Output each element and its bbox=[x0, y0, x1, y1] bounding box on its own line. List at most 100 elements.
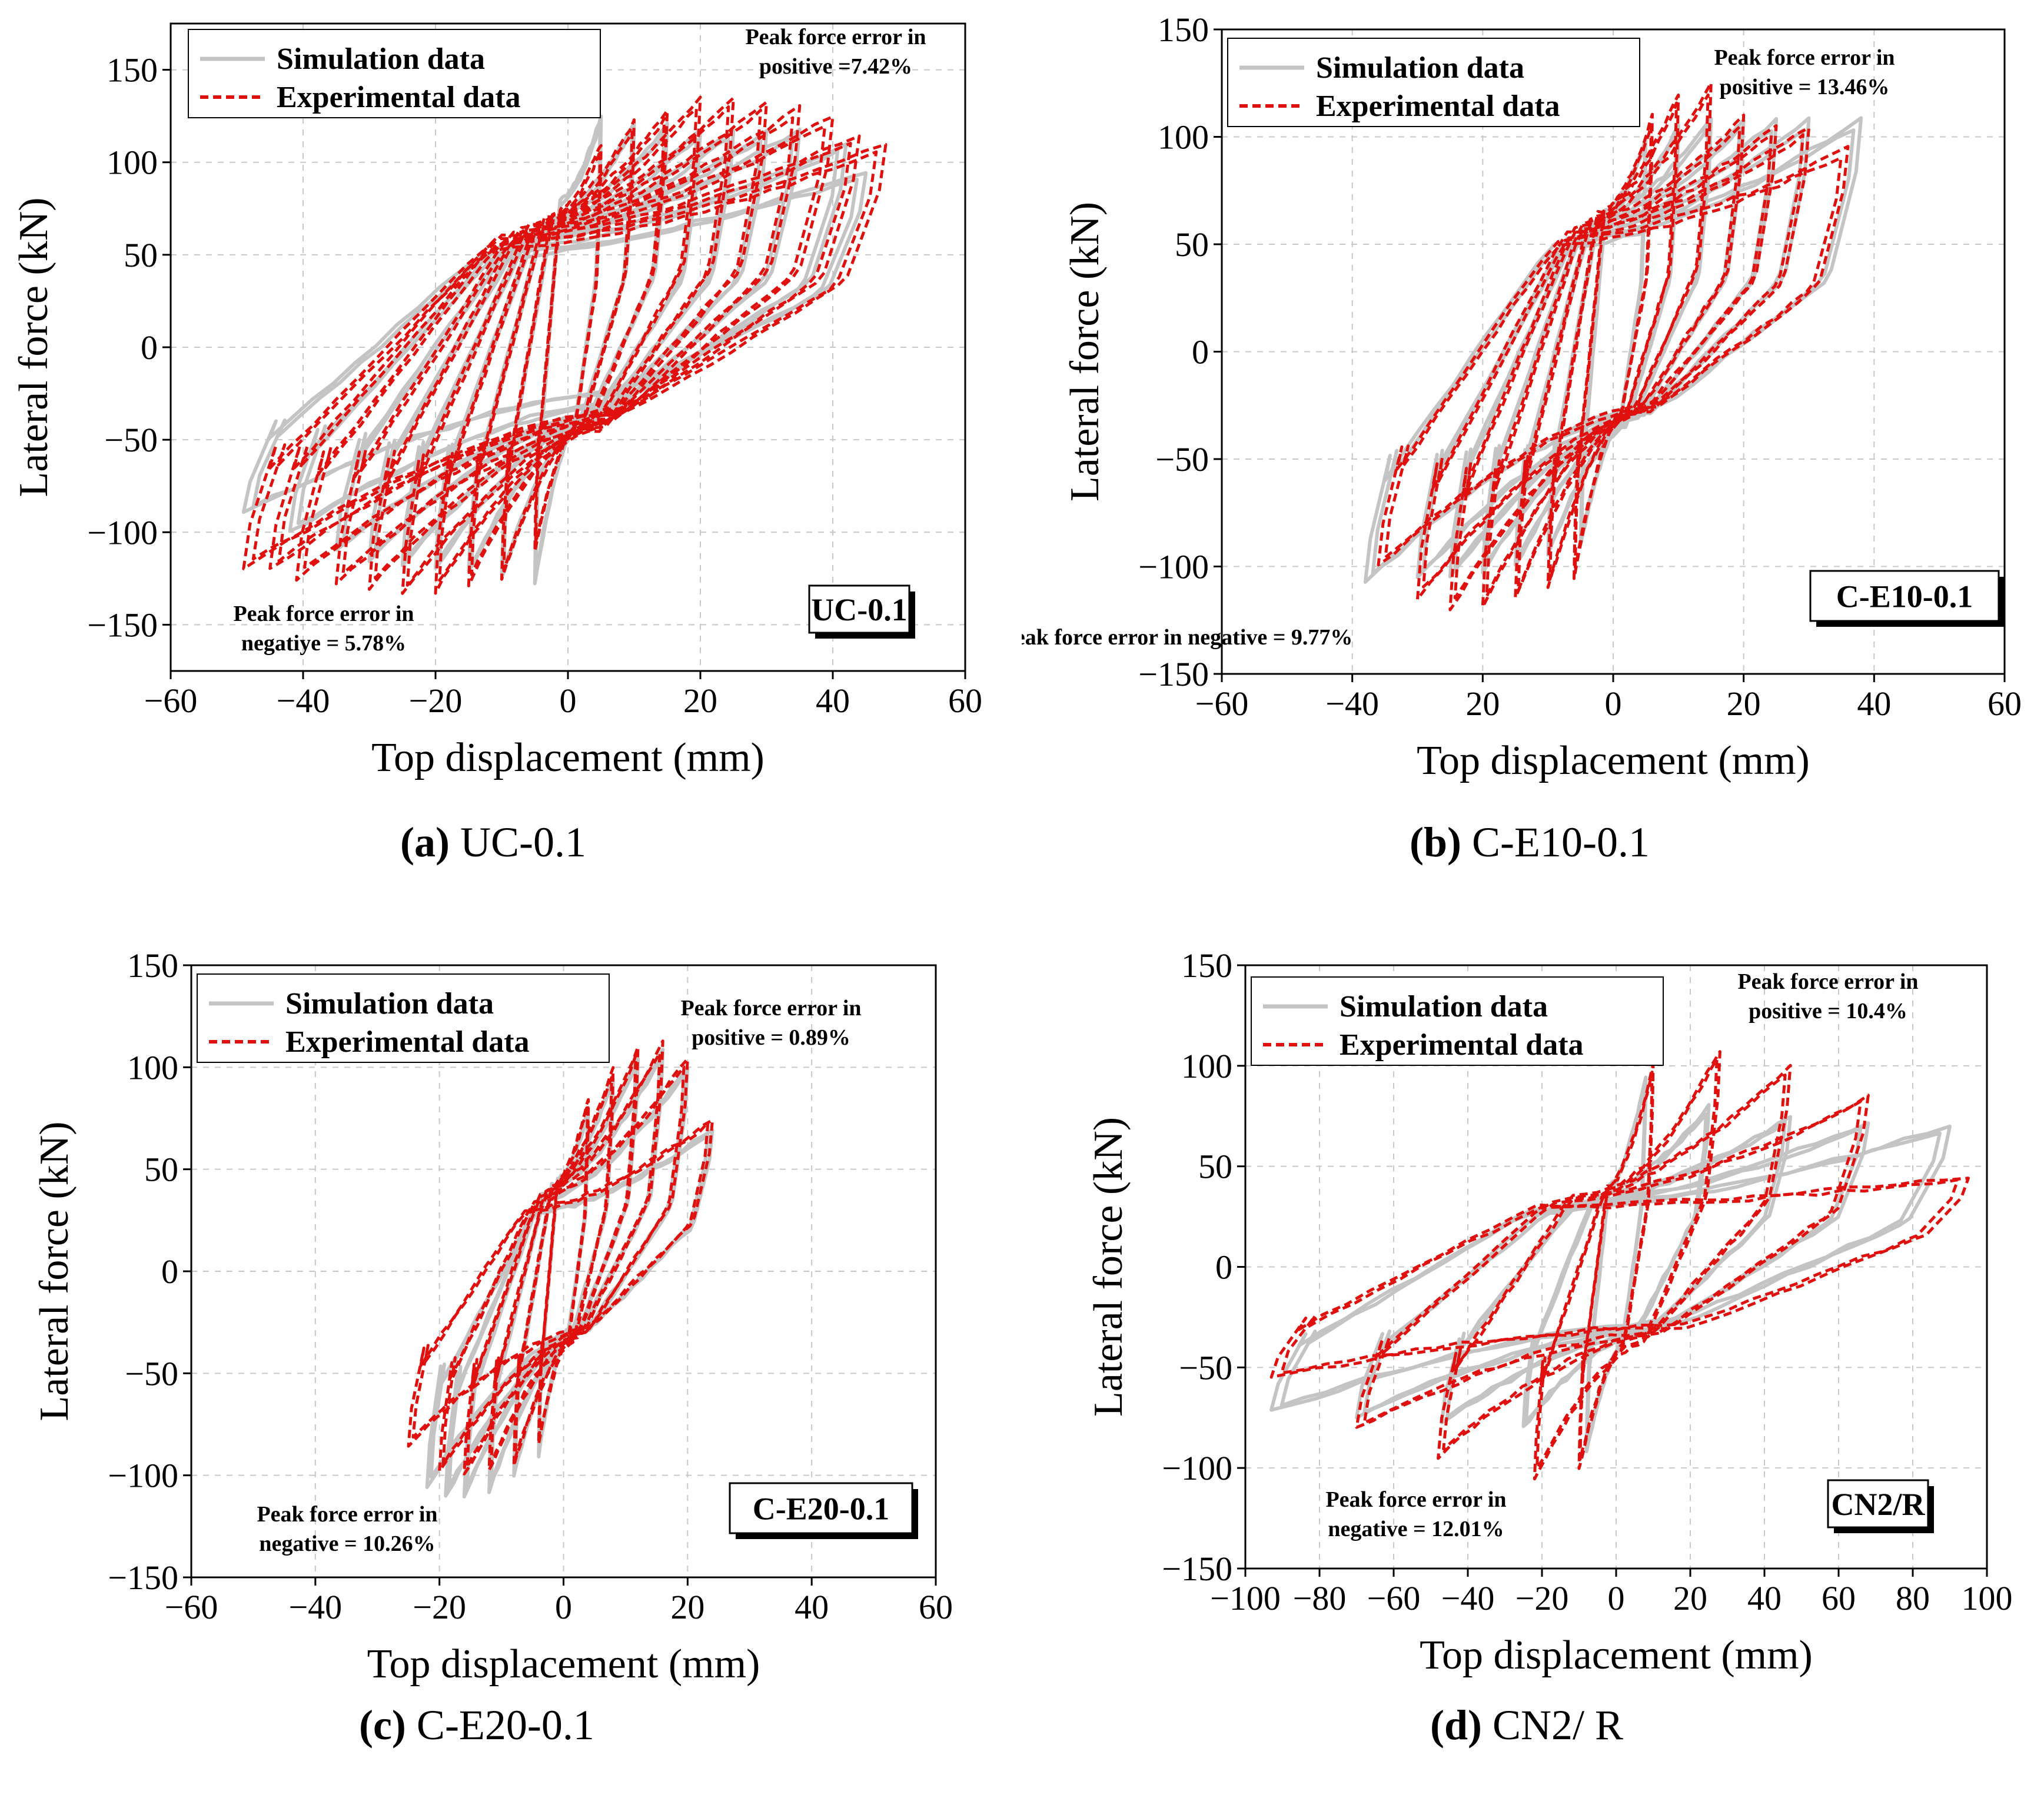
experimental-loop bbox=[1384, 156, 1843, 559]
experimental-loop bbox=[438, 107, 698, 582]
simulation-loop bbox=[1516, 125, 1710, 560]
y-tick-label: 100 bbox=[107, 144, 158, 182]
y-tick-label: 50 bbox=[1175, 225, 1209, 264]
legend-label-simulation: Simulation data bbox=[285, 987, 494, 1021]
y-tick-label: 100 bbox=[1158, 118, 1209, 157]
y-tick-label: 0 bbox=[141, 328, 158, 367]
caption-a-letter: (a) bbox=[400, 819, 450, 866]
experimental-loop bbox=[341, 116, 795, 575]
annotation-positive-line2: positive = 0.89% bbox=[692, 1025, 850, 1050]
annotation-positive-line2: positive = 13.46% bbox=[1720, 75, 1890, 99]
caption-b: (b) C-E10-0.1 bbox=[1410, 818, 1650, 867]
legend-label-simulation: Simulation data bbox=[277, 42, 485, 76]
experimental-loop bbox=[1546, 93, 1680, 589]
experimental-loop bbox=[334, 104, 802, 586]
experimental-series bbox=[1377, 81, 1850, 612]
caption-c: (c) C-E20-0.1 bbox=[359, 1701, 594, 1750]
experimental-loop bbox=[1481, 114, 1746, 609]
annotation-negative-line2: negatiye = 5.78% bbox=[241, 631, 406, 656]
experimental-series bbox=[1269, 1050, 1970, 1481]
experimental-loop bbox=[466, 1051, 662, 1469]
experimental-loop bbox=[1355, 1094, 1870, 1429]
x-tick-label: −60 bbox=[1195, 684, 1249, 723]
legend-label-experimental: Experimental data bbox=[1316, 89, 1560, 123]
annotation-positive-line2: positive =7.42% bbox=[759, 54, 912, 79]
caption-d-name: CN2/ R bbox=[1493, 1702, 1624, 1749]
annotation-positive-line1: Peak force error in bbox=[745, 25, 926, 49]
experimental-loop bbox=[374, 108, 762, 580]
caption-d-letter: (d) bbox=[1430, 1702, 1482, 1749]
chart-a-svg: −60 −40 −20 0 20 40 60 −150 −100 −50 0 50 100 150 Top … bbox=[11, 22, 982, 780]
caption-a: (a) UC-0.1 bbox=[400, 818, 586, 867]
x-axis-label: Top displacement (mm) bbox=[1420, 1633, 1813, 1678]
x-tick-label: 40 bbox=[795, 1588, 829, 1626]
experimental-loop bbox=[441, 1065, 686, 1467]
y-tick-label: −150 bbox=[1162, 1550, 1232, 1588]
y-tick-label: 50 bbox=[144, 1151, 178, 1189]
annotation-negative-line1: Peak force error in bbox=[257, 1502, 437, 1527]
x-tick-label: 20 bbox=[670, 1588, 704, 1626]
specimen-label: C-E10-0.1 bbox=[1836, 579, 1973, 614]
y-tick-label: −150 bbox=[87, 606, 158, 644]
y-tick-label: −50 bbox=[1155, 440, 1209, 478]
experimental-series bbox=[407, 1039, 714, 1476]
annotation-negative-line2: negative = 12.01% bbox=[1328, 1517, 1504, 1541]
experimental-loop bbox=[434, 95, 702, 595]
annotation-negative-line1: Peak force error in bbox=[1325, 1487, 1506, 1512]
annotation-negative: Peak force error in negative = 9.77% bbox=[1022, 625, 1352, 650]
chart-d-svg: −100 −80 −60 −40 −20 0 20 40 60 80 100−150−100−500… bbox=[1086, 946, 2013, 1678]
y-tick-label: 150 bbox=[1158, 11, 1209, 49]
y-tick-label: −100 bbox=[87, 513, 158, 551]
x-tick-label: 20 bbox=[1465, 684, 1500, 723]
experimental-loop bbox=[1517, 93, 1710, 593]
y-tick-label: −100 bbox=[1138, 548, 1209, 586]
experimental-loop bbox=[411, 1121, 710, 1439]
experimental-loop bbox=[1577, 1062, 1655, 1470]
x-tick-label: 60 bbox=[948, 682, 982, 720]
legend-label-experimental: Experimental data bbox=[285, 1025, 530, 1059]
simulation-loop bbox=[296, 148, 840, 525]
legend-box bbox=[197, 973, 610, 1063]
chart-panel-b: −60 −40 20 0 20 40 60 −150 −100 −50 0 50 100 150 Top d… bbox=[1002, 0, 2043, 827]
annotation-negative-line2: negative = 10.26% bbox=[259, 1531, 435, 1556]
x-tick-label: 20 bbox=[1673, 1579, 1707, 1617]
experimental-loop bbox=[407, 1118, 714, 1448]
annotation-negative-line1: Peak force error in bbox=[233, 602, 414, 626]
y-tick-label: 150 bbox=[107, 51, 158, 89]
x-tick-label: 60 bbox=[919, 1588, 953, 1626]
y-tick-label: −150 bbox=[108, 1559, 178, 1597]
experimental-loop bbox=[368, 101, 768, 591]
y-tick-label: 100 bbox=[1181, 1047, 1232, 1085]
y-tick-label: 0 bbox=[161, 1252, 178, 1291]
x-tick-label: −80 bbox=[1293, 1579, 1347, 1617]
x-tick-label: 40 bbox=[1747, 1579, 1782, 1617]
y-tick-label: −50 bbox=[1179, 1348, 1232, 1387]
experimental-loop bbox=[1422, 133, 1804, 589]
experimental-loop bbox=[1437, 1064, 1792, 1460]
experimental-series bbox=[242, 95, 888, 595]
x-tick-label: −40 bbox=[288, 1588, 342, 1626]
experimental-loop bbox=[1574, 124, 1653, 569]
experimental-loop bbox=[538, 1103, 589, 1438]
experimental-loop bbox=[467, 109, 669, 587]
chart-c-svg: −60 −40 −20 0 20 40 60 −150 −100 −50 0 50 100 150 Top … bbox=[32, 946, 953, 1687]
x-tick-label: 100 bbox=[1962, 1579, 2013, 1617]
y-tick-label: −150 bbox=[1138, 655, 1209, 693]
x-tick-label: 0 bbox=[1605, 684, 1622, 723]
specimen-label: UC-0.1 bbox=[811, 592, 907, 627]
experimental-loop bbox=[1548, 101, 1678, 581]
legend-box bbox=[188, 29, 601, 118]
x-tick-label: 20 bbox=[1727, 684, 1761, 723]
y-tick-label: −100 bbox=[1162, 1449, 1232, 1487]
chart-panel-d: −100 −80 −60 −40 −20 0 20 40 60 80 100 −150 −100 −50 0… bbox=[1022, 936, 2043, 1763]
simulation-loop bbox=[1362, 1127, 1863, 1414]
y-tick-label: 150 bbox=[1181, 946, 1232, 985]
legend-box bbox=[1227, 38, 1640, 127]
specimen-label: CN2/R bbox=[1832, 1487, 1926, 1522]
experimental-loop bbox=[242, 143, 888, 570]
x-tick-label: 80 bbox=[1896, 1579, 1930, 1617]
chart-panel-c: −60 −40 −20 0 20 40 60 −150 −100 −50 0 50 100 150 Top … bbox=[0, 936, 1022, 1763]
specimen-box bbox=[1827, 1479, 1929, 1528]
y-tick-label: 50 bbox=[1198, 1148, 1232, 1186]
simulation-loop bbox=[1524, 1112, 1708, 1423]
